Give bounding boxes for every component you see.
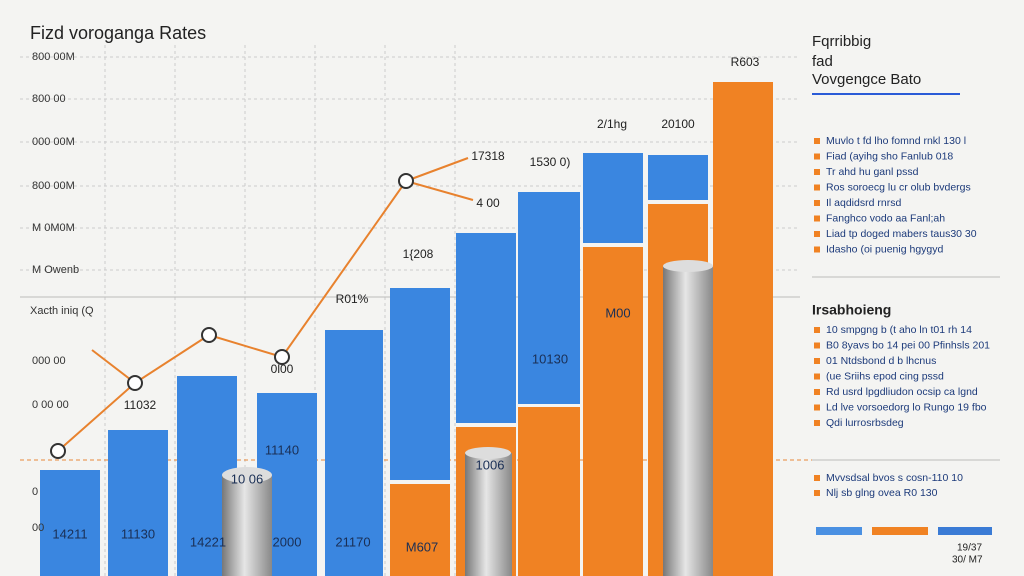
- bar-label: 10130: [532, 351, 568, 366]
- bar-label: 14211: [52, 526, 87, 541]
- legend-marker: [814, 231, 820, 237]
- legend-item: Idasho (oi puenig hgygyd: [826, 243, 943, 255]
- legend-title: Vovgengce Bato: [812, 71, 921, 88]
- legend-marker: [814, 389, 820, 395]
- legend-marker: [814, 342, 820, 349]
- bar-label: 11130: [121, 526, 155, 541]
- point-label: 0l00: [271, 362, 294, 376]
- trend-line: [50, 157, 474, 459]
- bars: [40, 82, 773, 576]
- point-label: 20100: [661, 117, 695, 131]
- bar-label: 14221: [190, 534, 226, 549]
- y-label: 0: [32, 486, 38, 498]
- legend-marker: [814, 215, 820, 222]
- legend-marker: [814, 475, 820, 481]
- legend-title: fad: [812, 53, 833, 70]
- legend-marker: [814, 373, 820, 380]
- legend-item: Ros soroecg lu cr olub bvdergs: [826, 181, 971, 193]
- legend-panel: Fqrribbig fad Vovgengce Bato Irsabhoieng…: [812, 33, 1000, 566]
- legend-item: Rd usrd lpgdliudon ocsip ca lgnd: [826, 386, 978, 398]
- legend-item: (ue Sriihs epod cing pssd: [826, 370, 944, 382]
- title: Fizd voroganga Rates: [30, 23, 206, 43]
- legend-marker: [814, 327, 820, 333]
- legend-marker: [814, 420, 820, 426]
- legend-title: Fqrribbig: [812, 33, 871, 50]
- legend-marker: [814, 138, 820, 144]
- legend-item: Fanghco vodo aa Fanl;ah: [826, 212, 945, 224]
- footer-text: 30/ M7: [952, 555, 983, 566]
- legend-item: 01 Ntdsbond d b lhcnus: [826, 355, 936, 367]
- legend-item: 10 smpgng b (t aho ln t01 rh 14: [826, 324, 972, 336]
- point-label: R603: [731, 55, 760, 69]
- y-label: Xacth iniq (Q: [30, 305, 94, 317]
- point-label: 2/1hg: [597, 117, 627, 131]
- legend-item: Qdi lurrosrbsdeg: [826, 417, 904, 429]
- point-label: 1{208: [403, 247, 434, 261]
- y-label: 800 00: [32, 93, 66, 105]
- bar-label: M00: [605, 305, 630, 320]
- point-label: 1530 0): [530, 155, 571, 169]
- bar-label: 1006: [476, 457, 505, 472]
- y-label: 000 00: [32, 355, 66, 367]
- legend-marker: [814, 404, 820, 411]
- y-label: 800 00M: [32, 51, 75, 63]
- point-label: 17318: [471, 149, 505, 163]
- bar-label: 2000: [273, 534, 302, 549]
- point-label: 11032: [124, 398, 157, 412]
- legend-item: Mvvsdsal bvos s cosn-110 10: [826, 472, 963, 484]
- cylinders: [222, 260, 713, 576]
- y-label: 00: [32, 522, 44, 534]
- legend-item: Ld lve vorsoedorg lo Rungo 19 fbo: [826, 401, 987, 413]
- legend-item: B0 8yavs bo 14 pei 00 Pfinhsls 201: [826, 339, 990, 351]
- point-label: R01%: [336, 292, 369, 306]
- bar-label: M607: [406, 539, 439, 554]
- legend-item: Liad tp doged mabers taus30 30: [826, 228, 977, 240]
- bar-label: 21170: [335, 534, 370, 549]
- legend-item: Muvlo t fd lho fomnd rnkl 130 l: [826, 135, 966, 147]
- legend-marker: [814, 358, 820, 364]
- legend-item: Fiad (ayihg sho Fanlub 018: [826, 150, 953, 162]
- legend-marker: [814, 246, 820, 253]
- legend-marker: [814, 153, 820, 160]
- y-label: 0 00 00: [32, 399, 69, 411]
- bar-label: 10 06: [231, 471, 264, 486]
- y-label: M Owenb: [32, 264, 79, 276]
- legend-item: Nlj sb glng ovea R0 130: [826, 487, 938, 499]
- y-label: M 0M0M: [32, 222, 75, 234]
- legend-marker: [814, 169, 820, 175]
- y-label: 000 00M: [32, 136, 75, 148]
- point-label: 4 00: [476, 196, 500, 210]
- legend-marker: [814, 200, 820, 206]
- y-label: 800 00M: [32, 180, 75, 192]
- bar-label: 11140: [265, 442, 299, 457]
- legend-marker: [814, 184, 820, 191]
- section-title: Irsabhoieng: [812, 302, 891, 318]
- legend-marker: [814, 490, 820, 496]
- legend-item: Tr ahd hu ganl pssd: [826, 166, 919, 178]
- legend-item: Il aqdidsrd rnrsd: [826, 197, 901, 209]
- footer-text: 19/37: [957, 543, 982, 554]
